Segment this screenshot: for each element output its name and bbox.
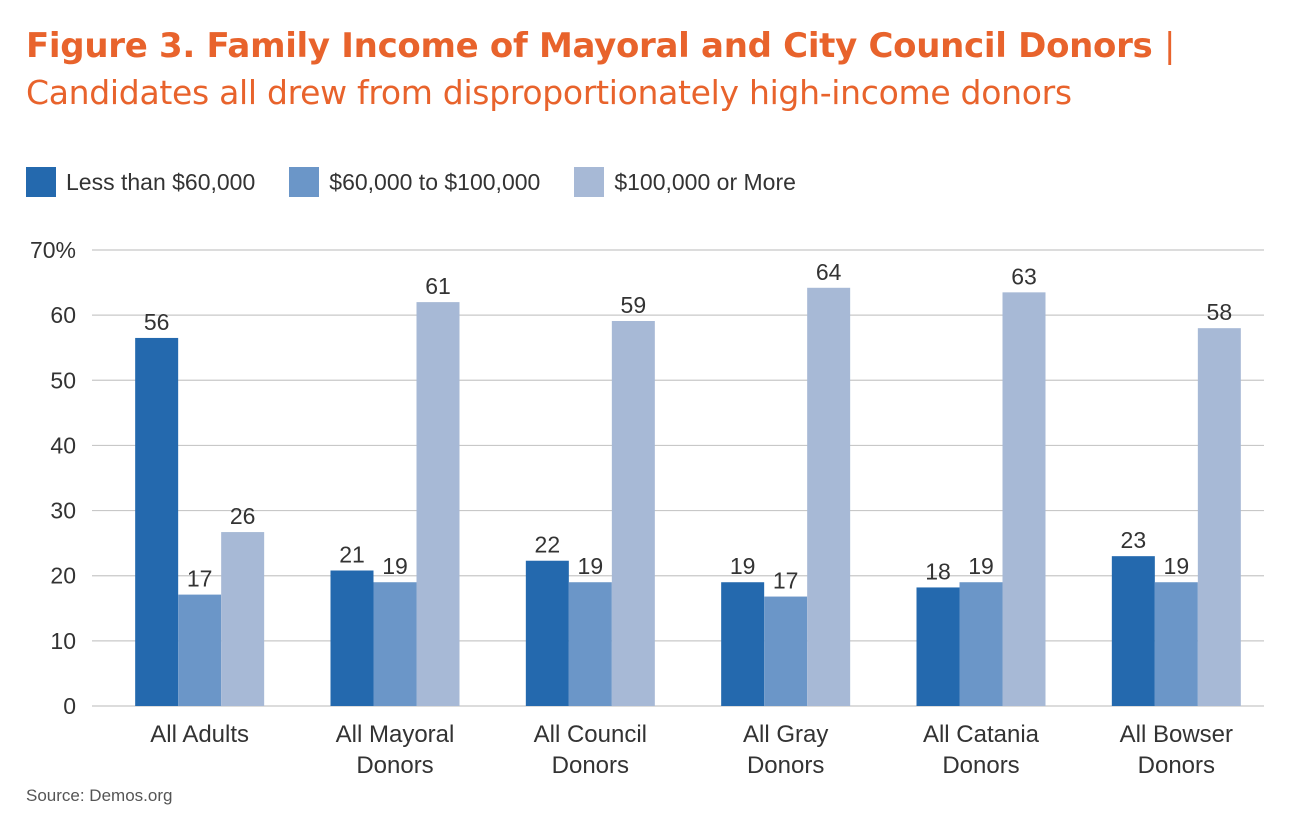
- x-tick-label: All Gray: [743, 721, 828, 748]
- x-tick-label: All Catania: [923, 721, 1040, 748]
- data-label: 19: [382, 553, 408, 579]
- data-label: 17: [187, 566, 213, 592]
- data-label: 19: [730, 553, 756, 579]
- bar: [330, 570, 374, 706]
- bar: [807, 287, 851, 706]
- data-label: 26: [230, 503, 256, 529]
- x-tick-label: All Mayoral: [336, 721, 455, 748]
- data-label: 19: [578, 553, 604, 579]
- data-label: 59: [621, 292, 647, 318]
- x-axis-labels: All Adults All Mayoral Donors All Council Do…: [150, 721, 1233, 779]
- x-tick-label: Donors: [747, 752, 824, 779]
- x-tick-label: All Adults: [150, 721, 249, 748]
- data-label: 22: [535, 532, 561, 558]
- bar-chart: 0 10 20 30 40 50 60 70% 56 17 26 21 19 61 22 19 59 19 17 6…: [30, 237, 1264, 779]
- y-axis-ticks: 0 10 20 30 40 50 60 70%: [30, 237, 76, 719]
- title-separator: |: [1164, 26, 1176, 66]
- source-note: Source: Demos.org: [26, 786, 173, 805]
- bar: [1197, 328, 1241, 706]
- y-tick-label: 0: [63, 693, 76, 719]
- bar: [764, 596, 808, 706]
- bar: [178, 594, 222, 706]
- chart-subtitle: Candidates all drew from disproportionat…: [26, 73, 1072, 112]
- legend-swatch-series-2: [289, 167, 320, 197]
- data-label: 58: [1207, 299, 1233, 325]
- data-label: 56: [144, 309, 170, 335]
- legend-item-100k-or-more: $100,000 or More: [574, 167, 796, 197]
- data-labels: 56 17 26 21 19 61 22 19 59 19 17 64 18 19 63 23 19 58: [144, 259, 1232, 594]
- bar: [221, 532, 265, 706]
- x-tick-label: Donors: [942, 752, 1019, 779]
- x-tick-label: Donors: [1138, 752, 1215, 779]
- chart-title-text: Figure 3. Family Income of Mayoral and C…: [26, 26, 1153, 66]
- legend-item-less-than-60k: Less than $60,000: [26, 167, 255, 197]
- x-tick-label: Donors: [552, 752, 629, 779]
- legend-label-series-1: Less than $60,000: [66, 168, 256, 195]
- bar: [373, 582, 417, 706]
- bar: [1002, 292, 1046, 706]
- bar: [525, 560, 569, 706]
- y-tick-label: 60: [50, 302, 76, 328]
- data-label: 61: [425, 273, 451, 299]
- bar: [916, 587, 960, 706]
- bar: [611, 321, 655, 706]
- data-label: 19: [1164, 553, 1190, 579]
- x-tick-label: Donors: [356, 752, 433, 779]
- bar: [959, 582, 1003, 706]
- legend-label-series-2: $60,000 to $100,000: [329, 168, 541, 195]
- legend-label-series-3: $100,000 or More: [614, 168, 796, 195]
- y-tick-label: 30: [50, 498, 76, 524]
- data-label: 19: [968, 553, 994, 579]
- y-tick-label: 50: [50, 367, 76, 393]
- data-label: 23: [1121, 527, 1147, 553]
- y-tick-label: 40: [50, 432, 76, 458]
- y-tick-label: 70%: [30, 237, 76, 263]
- bars: [135, 287, 1241, 706]
- legend-item-60k-to-100k: $60,000 to $100,000: [289, 167, 540, 197]
- x-tick-label: All Council: [534, 721, 647, 748]
- legend-swatch-series-1: [26, 167, 56, 197]
- bar: [416, 302, 460, 706]
- bar: [721, 582, 765, 706]
- legend: Less than $60,000 $60,000 to $100,000 $1…: [26, 166, 830, 198]
- data-label: 21: [339, 542, 365, 568]
- data-label: 63: [1011, 263, 1037, 289]
- x-tick-label: All Bowser: [1120, 721, 1233, 748]
- chart-title: Figure 3. Family Income of Mayoral and C…: [26, 22, 1276, 70]
- grid-lines: [92, 249, 1264, 707]
- bar: [1154, 582, 1198, 706]
- y-tick-label: 10: [50, 628, 76, 654]
- data-label: 64: [816, 259, 842, 285]
- legend-swatch-series-3: [574, 167, 605, 197]
- data-label: 18: [925, 558, 951, 584]
- bar: [568, 582, 612, 706]
- bar: [1111, 556, 1155, 706]
- data-label: 17: [773, 568, 799, 594]
- bar: [135, 337, 179, 706]
- title-block: Figure 3. Family Income of Mayoral and C…: [26, 22, 1276, 116]
- y-tick-label: 20: [50, 563, 76, 589]
